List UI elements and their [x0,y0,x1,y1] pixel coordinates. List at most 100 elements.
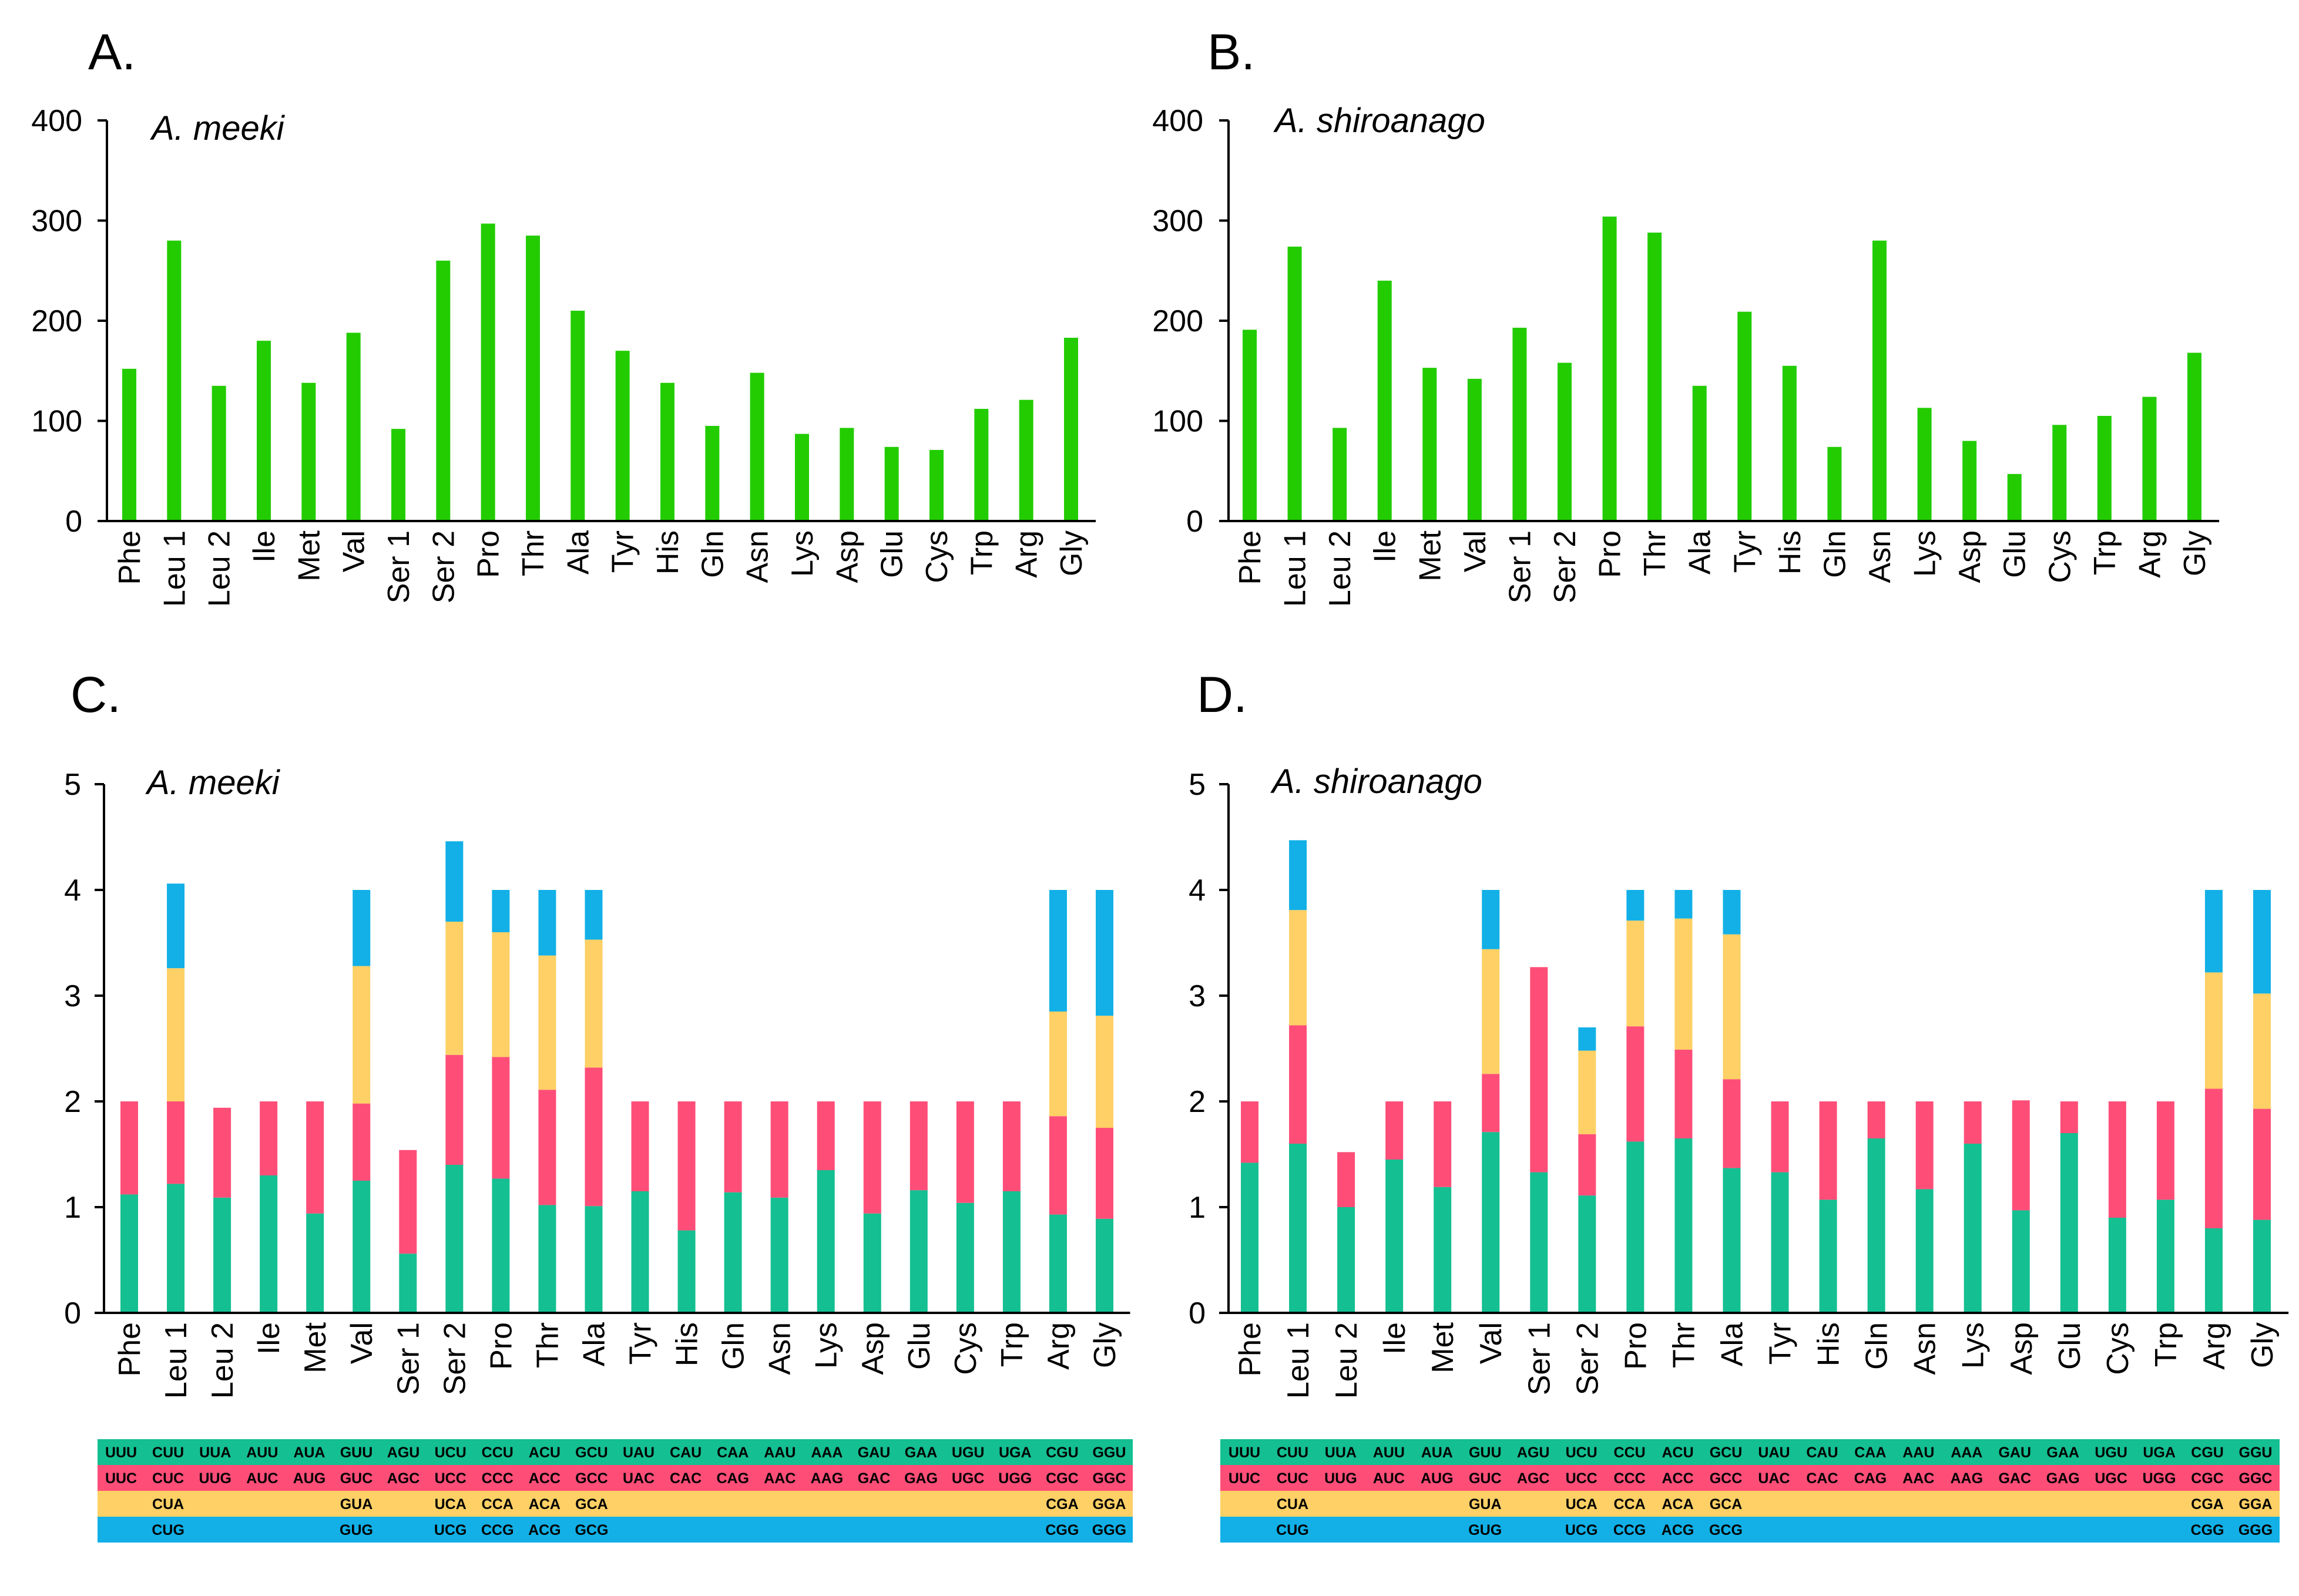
panel-d-bar-11-seg-1 [1771,1101,1789,1172]
panel-c-bar-20-seg-3 [1049,890,1067,1012]
panel-a-bar-10 [570,310,585,521]
panel-c-bar-18-seg-0 [956,1202,974,1313]
panel-d-bar-17-seg-0 [2060,1133,2078,1313]
panel-c-bar-21-seg-2 [1096,1016,1113,1128]
panel-b-ytick-label: 200 [1152,304,1203,338]
panel-d-codon-cell: GGA [2239,1496,2273,1513]
panel-a-bar-20 [1019,399,1033,521]
panel-c-codon-cell: AUA [293,1444,325,1461]
panel-c-bar-14-seg-1 [770,1101,788,1198]
panel-b-x-axis-ticks: Phe Leu 1 Leu 2 Ile Met Val Ser 1 Ser 2 Pro Thr Al… [1233,530,2212,607]
panel-a-xtick-label: Lys [786,530,820,577]
panel-c-codon-cell: GAA [905,1444,938,1461]
panel-a-xtick-label: Val [337,530,371,572]
panel-c-codon-cell: ACA [529,1496,561,1513]
panel-c-codon-cell: UUU [105,1444,137,1461]
panel-d-codon-cell: GGC [2239,1470,2273,1487]
panel-c: C. A. meeki 0 1 2 3 4 5 Phe Leu 1 Leu 2 Ile Met Va… [64,667,1133,1543]
panel-c-bar-8-seg-2 [492,932,510,1057]
panel-d-bar-6-seg-0 [1530,1172,1548,1313]
panel-c-codon-row-1 [98,1439,1133,1465]
panel-c-codon-cell: CGA [1046,1496,1079,1513]
panel-c-xtick-label: Val [345,1322,379,1364]
panel-b-bar-16 [1962,441,1977,521]
panel-d-bar-18-seg-1 [2108,1101,2126,1218]
panel-c-species: A. meeki [145,764,281,802]
panel-a-bar-19 [974,409,989,521]
panel-b-bar-12 [1782,365,1797,521]
panel-d-codon-cell: CCU [1614,1444,1646,1461]
panel-c-xtick-label: Gln [717,1322,751,1370]
panel-d-codon-cell: ACA [1662,1496,1693,1513]
panel-c-codon-cell: CUC [152,1470,184,1487]
panel-c-bar-2-seg-1 [213,1107,231,1198]
panel-d-ytick-label: 4 [1189,873,1206,908]
panel-b-bar-1 [1287,246,1302,521]
panel-c-xtick-label: His [670,1322,704,1366]
panel-d-bar-14-seg-1 [1915,1101,1934,1190]
panel-d-codon-row-3 [1220,1491,2280,1517]
panel-c-ytick-label: 3 [64,979,81,1013]
panel-c-ytick-label: 0 [64,1296,81,1330]
panel-d-codon-cell: CUC [1277,1470,1308,1487]
panel-d-codon-cell: CAA [1854,1444,1886,1461]
panel-c-bar-7-seg-0 [445,1165,464,1313]
panel-b-bar-3 [1377,280,1392,521]
panel-c-codon-cell: GCA [575,1496,608,1513]
panel-a-ytick-label: 100 [31,405,82,439]
panel-d-ytick-label: 0 [1189,1296,1206,1330]
panel-a-axes [98,119,1096,522]
panel-b-label: B. [1207,24,1255,80]
panel-d-xtick-label: Glu [2053,1322,2087,1370]
panel-c-ytick-label: 5 [64,768,81,802]
panel-b-bar-14 [1872,240,1887,521]
panel-c-bar-9-seg-3 [538,890,556,956]
panel-b-y-axis-ticks: 0 100 200 300 400 [1152,104,1203,539]
panel-d-codon-cell: GGG [2238,1522,2273,1538]
panel-c-xtick-label: Cys [949,1322,983,1375]
panel-b-bar-15 [1917,408,1932,521]
panel-c-xtick-label: Met [298,1322,333,1373]
panel-d-xtick-label: Pro [1619,1322,1653,1370]
panel-c-bar-8-seg-1 [492,1057,510,1179]
panel-b-xtick-label: Asp [1953,530,1987,583]
panel-b-xtick-label: Leu 2 [1323,530,1357,607]
panel-d-bar-10-seg-0 [1723,1168,1741,1313]
panel-a-x-axis-ticks: Phe Leu 1 Leu 2 Ile Met Val Ser 1 Ser 2 Pro Thr Al… [113,530,1089,607]
panel-b-xtick-label: Ser 1 [1503,530,1537,603]
panel-d-codon-row-2 [1220,1465,2280,1491]
panel-d-codon-cell: GAA [2046,1444,2079,1461]
panel-d-codon-cell: CCA [1614,1496,1646,1513]
panel-c-xtick-label: Glu [902,1322,937,1370]
panel-d-ytick-label: 1 [1189,1191,1206,1225]
panel-d-codon-cell: GAG [2046,1470,2080,1487]
panel-c-bars [120,841,1113,1313]
panel-d-codon-cell: AAC [1902,1470,1934,1487]
panel-d-codon-cell: CUG [1276,1522,1309,1538]
panel-c-xtick-label: Ala [577,1322,611,1366]
panel-b-bar-18 [2052,425,2067,521]
panel-c-codon-cell: UGU [952,1444,985,1461]
panel-d-codon-cell: GUC [1469,1470,1502,1487]
panel-c-bar-1-seg-2 [167,968,185,1101]
panel-d-codon-cell: ACU [1662,1444,1693,1461]
panel-c-xtick-label: Arg [1042,1322,1076,1370]
panel-d-codon-cell: CUA [1277,1496,1308,1513]
panel-d-codon-cell: CAG [1854,1470,1887,1487]
panel-c-bar-5-seg-3 [353,890,371,966]
panel-c-bar-21-seg-3 [1096,890,1113,1016]
panel-d-codon-cell: GCC [1710,1470,1743,1487]
panel-c-bar-7-seg-2 [445,922,464,1055]
panel-d-xtick-label: Arg [2197,1322,2231,1370]
panel-d-bar-15-seg-1 [1964,1101,1982,1144]
panel-d-label: D. [1197,667,1247,723]
panel-a-xtick-label: Arg [1010,530,1044,578]
panel-c-codon-cell: GUC [340,1470,373,1487]
panel-c-codon-cell: CCU [482,1444,514,1461]
panel-c-xtick-label: Asp [856,1322,890,1375]
panel-c-codon-cell: GGU [1092,1444,1126,1461]
panel-a-ytick-label: 0 [65,505,82,539]
panel-c-codon-cell: GAU [858,1444,891,1461]
panel-b-xtick-label: Met [1413,530,1447,581]
panel-a-bar-11 [615,351,630,521]
